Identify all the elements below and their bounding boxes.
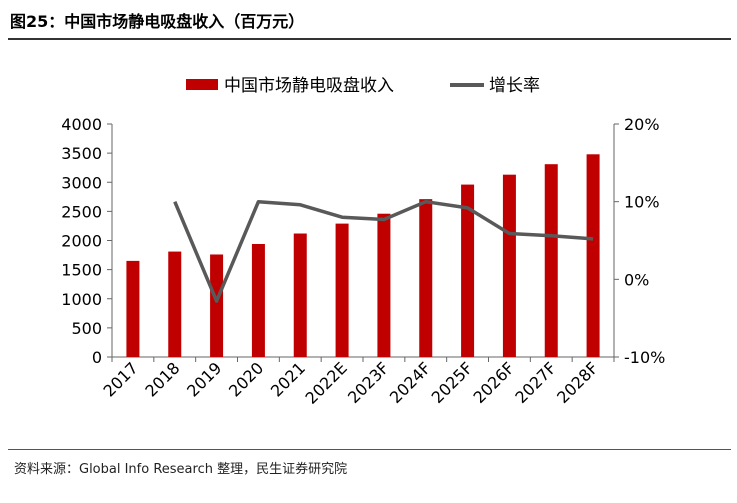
right-tick-label: 20% xyxy=(624,115,660,134)
x-category-label: 2020 xyxy=(225,358,267,400)
x-category-label: 2027F xyxy=(511,358,560,407)
revenue-bar xyxy=(168,251,182,357)
legend-bar-label: 中国市场静电吸盘收入 xyxy=(224,76,394,96)
right-tick-label: 0% xyxy=(624,270,649,289)
revenue-bar xyxy=(419,199,433,357)
x-category-label: 2025F xyxy=(428,358,477,407)
x-category-label: 2022E xyxy=(302,358,351,407)
growth-rate-line xyxy=(173,199,594,303)
revenue-bar xyxy=(210,254,224,357)
right-tick-label: -10% xyxy=(624,348,665,367)
x-category-label: 2018 xyxy=(141,358,183,400)
left-tick-label: 1500 xyxy=(61,261,102,280)
left-tick-label: 500 xyxy=(71,319,102,338)
left-tick-label: 3000 xyxy=(61,173,102,192)
revenue-bar xyxy=(544,164,558,357)
left-tick-label: 0 xyxy=(92,348,102,367)
left-tick-label: 4000 xyxy=(61,115,102,134)
left-tick-label: 1000 xyxy=(61,290,102,309)
revenue-bar xyxy=(335,223,349,357)
legend-bar-swatch xyxy=(186,79,218,90)
x-category-label: 2024F xyxy=(386,358,435,407)
x-category-label: 2017 xyxy=(100,358,142,400)
revenue-bar xyxy=(502,174,516,357)
x-category-label: 2019 xyxy=(183,358,225,400)
figure-title: 图25：中国市场静电吸盘收入（百万元） xyxy=(10,12,305,31)
revenue-bar xyxy=(251,243,265,357)
x-category-label: 2023F xyxy=(344,358,393,407)
x-category-label: 2028F xyxy=(553,358,602,407)
left-tick-label: 2000 xyxy=(61,232,102,251)
revenue-bar xyxy=(293,233,307,357)
legend-line-label: 增长率 xyxy=(489,76,540,96)
source-rule xyxy=(8,449,731,450)
revenue-bar xyxy=(377,213,391,357)
revenue-bar xyxy=(461,184,475,357)
left-tick-label: 3500 xyxy=(61,144,102,163)
source-note: 资料来源：Global Info Research 整理，民生证券研究院 xyxy=(14,462,348,477)
revenue-bar xyxy=(586,154,600,357)
title-rule xyxy=(8,38,731,40)
left-tick-label: 2500 xyxy=(61,202,102,221)
revenue-bar xyxy=(126,260,140,357)
legend: 中国市场静电吸盘收入 增长率 xyxy=(186,76,540,96)
x-category-label: 2026F xyxy=(470,358,519,407)
right-tick-label: 10% xyxy=(624,193,660,212)
